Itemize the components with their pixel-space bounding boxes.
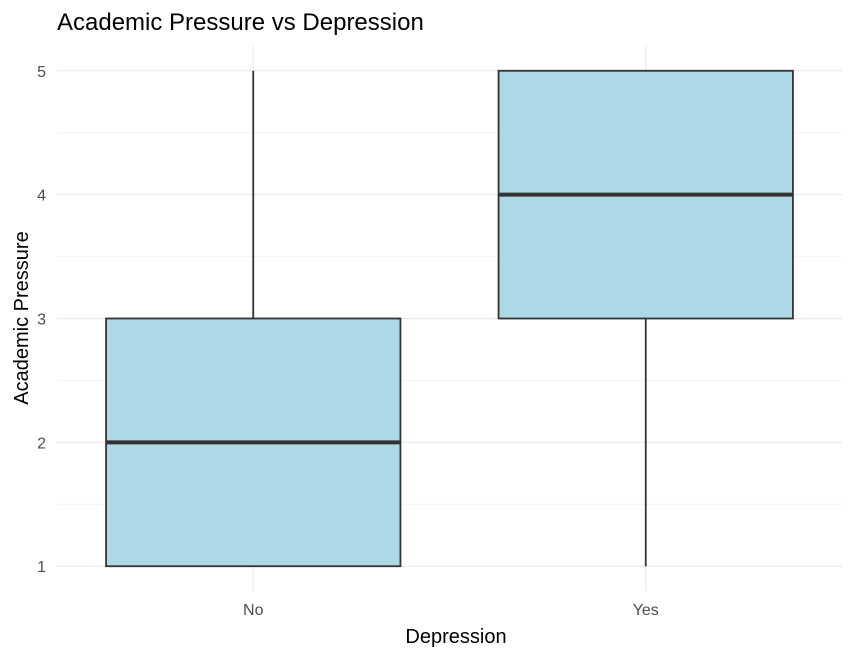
x-axis-title: Depression xyxy=(405,626,506,648)
x-tick-label: Yes xyxy=(633,602,659,619)
y-axis-ticks: 1 2 3 4 5 xyxy=(37,64,46,576)
box-no xyxy=(105,70,402,568)
x-tick-label: No xyxy=(243,602,264,619)
y-tick-label: 4 xyxy=(37,188,46,205)
y-axis-title: Academic Pressure xyxy=(11,231,33,404)
chart-title: Academic Pressure vs Depression xyxy=(57,9,424,36)
boxes xyxy=(105,69,794,568)
y-tick-label: 3 xyxy=(37,312,46,329)
y-tick-label: 1 xyxy=(37,559,46,576)
box-yes xyxy=(497,69,794,567)
y-tick-label: 5 xyxy=(37,64,46,81)
x-axis-ticks: No Yes xyxy=(243,602,659,619)
y-tick-label: 2 xyxy=(37,435,46,452)
